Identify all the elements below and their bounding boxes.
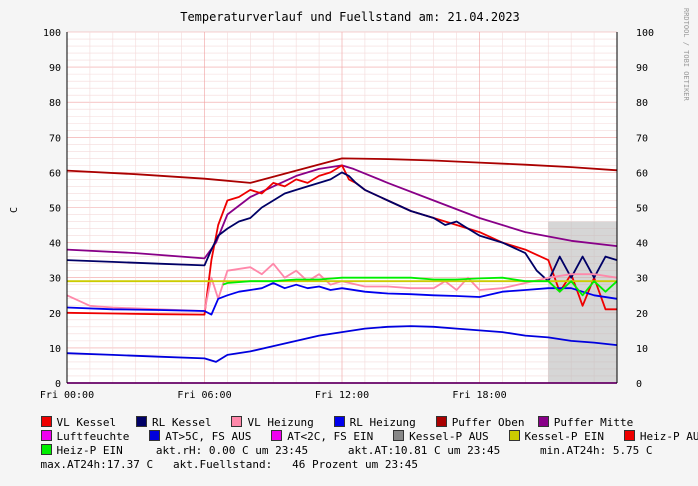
y-tick-label-right: 70 bbox=[636, 133, 648, 144]
legend-label: Heiz-P EIN bbox=[56, 444, 123, 457]
legend-item: VL Kessel bbox=[40, 416, 117, 430]
series-line-vl-kessel bbox=[66, 164, 617, 316]
y-tick-label-left: 70 bbox=[49, 133, 61, 144]
x-tick-label: Fri 12:00 bbox=[315, 390, 369, 400]
legend-swatch bbox=[537, 416, 549, 427]
info-row: max.AT24h:17.37 C akt.Fuellstand: 46 Pro… bbox=[14, 444, 694, 471]
y-tick-label-right: 90 bbox=[636, 63, 648, 74]
y-axis-label: C bbox=[9, 207, 20, 213]
y-tick-label-right: 80 bbox=[636, 98, 648, 109]
info-row: Heiz-P EIN akt.rH: 0.00 C um 23:45 akt.A… bbox=[14, 430, 694, 457]
legend-swatch bbox=[333, 416, 345, 427]
series-line-at-5c-fs-aus bbox=[66, 325, 618, 363]
legend-item: Luftfeuchte bbox=[40, 430, 130, 444]
chart: Temperaturverlauf und Fuellstand am: 21.… bbox=[9, 8, 690, 400]
legend-item: Heiz-P EIN bbox=[40, 444, 123, 458]
legend-label: Kessel-P EIN bbox=[524, 430, 605, 443]
legend-row: VL Kessel RL Kessel VL Heizung RL Heizun… bbox=[14, 402, 694, 429]
legend-label: AT>5C, FS AUS bbox=[165, 430, 252, 443]
legend-swatch bbox=[231, 416, 243, 427]
legend-item: RL Heizung bbox=[333, 416, 416, 430]
legend-item: VL Heizung bbox=[231, 416, 314, 430]
y-tick-label-right: 10 bbox=[636, 344, 648, 355]
legend-swatch bbox=[393, 430, 405, 441]
legend-label: Heiz-P AUS bbox=[639, 430, 698, 443]
x-tick-label: Fri 18:00 bbox=[452, 390, 506, 400]
y-tick-label-right: 100 bbox=[636, 28, 654, 39]
legend-item: Kessel-P AUS bbox=[393, 430, 489, 444]
y-tick-label-left: 60 bbox=[49, 168, 61, 179]
legend-item: RL Kessel bbox=[135, 416, 212, 430]
y-tick-label-right: 40 bbox=[636, 239, 648, 250]
legend-label: RL Heizung bbox=[349, 416, 416, 429]
legend-row: Luftfeuchte AT>5C, FS AUS AT<2C, FS EIN … bbox=[14, 416, 698, 443]
y-tick-label-left: 20 bbox=[49, 309, 61, 320]
y-tick-label-left: 50 bbox=[49, 204, 61, 215]
legend-label: Luftfeuchte bbox=[56, 430, 130, 443]
legend-label: VL Heizung bbox=[247, 416, 314, 429]
legend-label: VL Kessel bbox=[56, 416, 117, 429]
y-tick-label-left: 90 bbox=[49, 63, 61, 74]
y-tick-label-right: 0 bbox=[636, 379, 642, 390]
y-tick-label-left: 80 bbox=[49, 98, 61, 109]
legend-item: AT<2C, FS EIN bbox=[271, 430, 373, 444]
series-line-puffer-oben bbox=[66, 157, 618, 184]
legend-swatch bbox=[40, 430, 52, 441]
legend-item: Puffer Oben bbox=[435, 416, 525, 430]
y-tick-label-right: 60 bbox=[636, 168, 648, 179]
legend-item: Kessel-P EIN bbox=[508, 430, 605, 444]
legend-item: AT>5C, FS AUS bbox=[149, 430, 251, 444]
axes bbox=[66, 32, 618, 384]
y-tick-label-left: 40 bbox=[49, 239, 61, 250]
legend-swatch bbox=[149, 430, 161, 441]
y-tick-label-left: 100 bbox=[43, 28, 61, 39]
legend-swatch bbox=[40, 444, 52, 455]
y-tick-label-left: 30 bbox=[49, 274, 61, 285]
y-tick-label-right: 30 bbox=[636, 274, 648, 285]
legend-label: AT<2C, FS EIN bbox=[287, 430, 374, 443]
legend: VL Kessel RL Kessel VL Heizung RL Heizun… bbox=[14, 402, 698, 471]
legend-label: Puffer Oben bbox=[451, 416, 525, 429]
series-line-heiz-p-ein bbox=[222, 276, 618, 297]
legend-swatch bbox=[135, 416, 147, 427]
legend-item: Heiz-P AUS bbox=[623, 430, 698, 444]
legend-swatch bbox=[508, 430, 520, 441]
legend-swatch bbox=[435, 416, 447, 427]
y-tick-label-left: 10 bbox=[49, 344, 61, 355]
shaded-region bbox=[548, 221, 617, 383]
legend-label: Puffer Mitte bbox=[553, 416, 634, 429]
legend-label: Kessel-P AUS bbox=[409, 430, 489, 443]
y-tick-label-left: 0 bbox=[55, 379, 61, 390]
legend-item: Puffer Mitte bbox=[537, 416, 634, 430]
y-tick-label-right: 20 bbox=[636, 309, 648, 320]
shaded-area bbox=[548, 221, 617, 383]
legend-label: RL Kessel bbox=[151, 416, 212, 429]
series-line-vl-heizung bbox=[66, 262, 618, 312]
watermark: RRDTOOL / TOBI OETIKER bbox=[682, 8, 690, 102]
info-text: max.AT24h:17.37 C akt.Fuellstand: 46 Pro… bbox=[40, 458, 419, 471]
chart-title: Temperaturverlauf und Fuellstand am: 21.… bbox=[180, 10, 520, 24]
tick-labels: 0 0 10 10 20 20 30 30 40 40 50 50 60 60 70 70 80 80 90 90 10… bbox=[40, 28, 654, 400]
x-tick-label: Fri 06:00 bbox=[177, 390, 231, 400]
x-tick-label: Fri 00:00 bbox=[40, 390, 94, 400]
legend-swatch bbox=[40, 416, 52, 427]
info-text: akt.rH: 0.00 C um 23:45 akt.AT:10.81 C u… bbox=[155, 444, 653, 457]
series-line-rl-heizung bbox=[66, 282, 618, 316]
y-tick-label-right: 50 bbox=[636, 204, 648, 215]
legend-swatch bbox=[623, 430, 635, 441]
legend-swatch bbox=[271, 430, 283, 441]
